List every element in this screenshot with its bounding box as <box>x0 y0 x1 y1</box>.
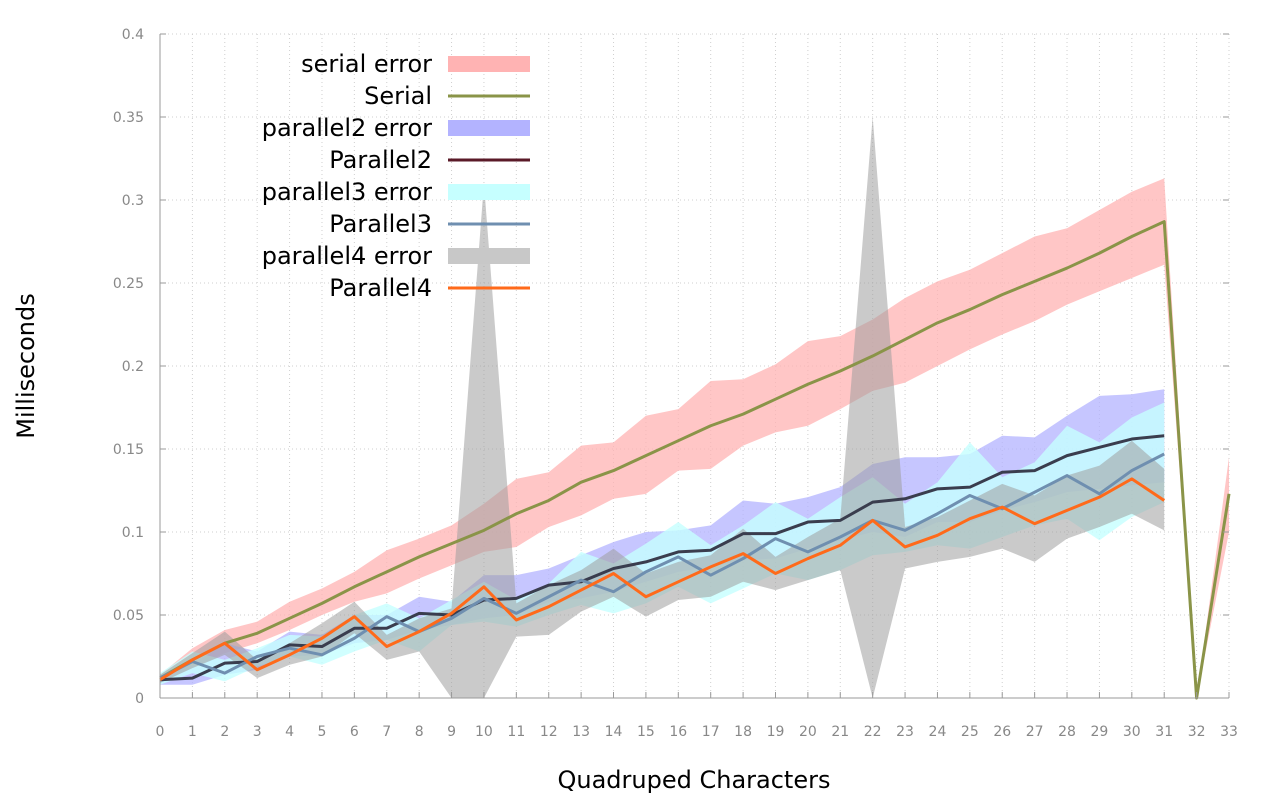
x-tick-label: 24 <box>929 724 947 740</box>
x-tick-label: 25 <box>961 724 979 740</box>
parallel3-line <box>159 452 1165 680</box>
x-tick-label: 3 <box>253 724 262 740</box>
x-tick-label: 29 <box>1091 724 1109 740</box>
y-tick-label: 0 <box>135 691 144 707</box>
legend-item: Parallel4 <box>329 274 530 302</box>
legend-label: parallel4 error <box>262 242 432 270</box>
axes <box>159 33 1230 699</box>
serial-line <box>159 220 1231 700</box>
y-tick-label: 0.15 <box>113 442 144 458</box>
x-tick-label: 28 <box>1058 724 1076 740</box>
legend-label: Parallel4 <box>329 274 432 302</box>
y-tick-label: 0.2 <box>122 359 144 375</box>
x-tick-label: 27 <box>1026 724 1044 740</box>
legend-label: Parallel2 <box>329 146 432 174</box>
y-tick-label: 0.25 <box>113 276 144 292</box>
series-lines <box>159 220 1231 700</box>
x-tick-label: 16 <box>669 724 687 740</box>
x-tick-label: 32 <box>1188 724 1206 740</box>
x-tick-label: 12 <box>540 724 558 740</box>
x-tick-label: 31 <box>1155 724 1173 740</box>
x-axis-title: Quadruped Characters <box>558 766 831 794</box>
legend-item: Parallel3 <box>329 210 530 238</box>
y-tick-label: 0.05 <box>113 608 144 624</box>
x-tick-label: 15 <box>637 724 655 740</box>
x-tick-label: 1 <box>188 724 197 740</box>
error-bands <box>160 117 1229 699</box>
serial-error-band <box>160 178 1229 699</box>
x-tick-label: 9 <box>447 724 456 740</box>
x-tick-label: 0 <box>156 724 165 740</box>
tick-labels: 0 1 2 3 4 5 6 7 8 9 10 11 12 13 14 15 16 17 18 19 20 21 22 23 24… <box>113 27 1238 740</box>
legend-label: Parallel3 <box>329 210 432 238</box>
legend-item: Serial <box>364 82 530 110</box>
legend-item: serial error <box>301 50 530 78</box>
x-tick-label: 14 <box>605 724 623 740</box>
legend-item: parallel2 error <box>262 114 530 142</box>
x-tick-label: 33 <box>1220 724 1238 740</box>
x-tick-label: 26 <box>993 724 1011 740</box>
legend-item: parallel4 error <box>262 242 530 270</box>
x-tick-label: 17 <box>702 724 720 740</box>
legend-label: serial error <box>301 50 432 78</box>
x-tick-label: 2 <box>220 724 229 740</box>
x-tick-label: 7 <box>382 724 391 740</box>
legend: serial error Serial parallel2 error Paralle… <box>262 50 530 302</box>
x-tick-label: 13 <box>572 724 590 740</box>
y-tick-label: 0.35 <box>113 110 144 126</box>
y-tick-label: 0.4 <box>122 27 144 43</box>
legend-label: Serial <box>364 82 432 110</box>
x-tick-label: 11 <box>507 724 525 740</box>
parallel4-line <box>159 477 1166 682</box>
y-tick-label: 0.3 <box>122 193 144 209</box>
x-tick-label: 19 <box>767 724 785 740</box>
parallel3-error-band <box>160 402 1165 685</box>
x-tick-label: 22 <box>864 724 882 740</box>
x-tick-label: 8 <box>415 724 424 740</box>
x-tick-label: 23 <box>896 724 914 740</box>
x-tick-label: 5 <box>318 724 327 740</box>
legend-label: parallel2 error <box>262 114 432 142</box>
y-axis-title: Milliseconds <box>12 293 40 438</box>
parallel4-error-band <box>160 117 1165 698</box>
legend-swatch <box>448 120 530 136</box>
legend-swatch <box>448 56 530 72</box>
y-tick-label: 0.1 <box>122 525 144 541</box>
legend-item: parallel3 error <box>262 178 530 206</box>
legend-item: Parallel2 <box>329 146 530 174</box>
x-tick-label: 30 <box>1123 724 1141 740</box>
parallel2-line <box>159 434 1165 682</box>
legend-swatch <box>448 248 530 264</box>
legend-swatch <box>448 184 530 200</box>
x-tick-label: 4 <box>285 724 294 740</box>
x-tick-label: 18 <box>734 724 752 740</box>
x-tick-label: 20 <box>799 724 817 740</box>
x-tick-label: 10 <box>475 724 493 740</box>
x-tick-label: 21 <box>831 724 849 740</box>
x-tick-label: 6 <box>350 724 359 740</box>
legend-label: parallel3 error <box>262 178 432 206</box>
